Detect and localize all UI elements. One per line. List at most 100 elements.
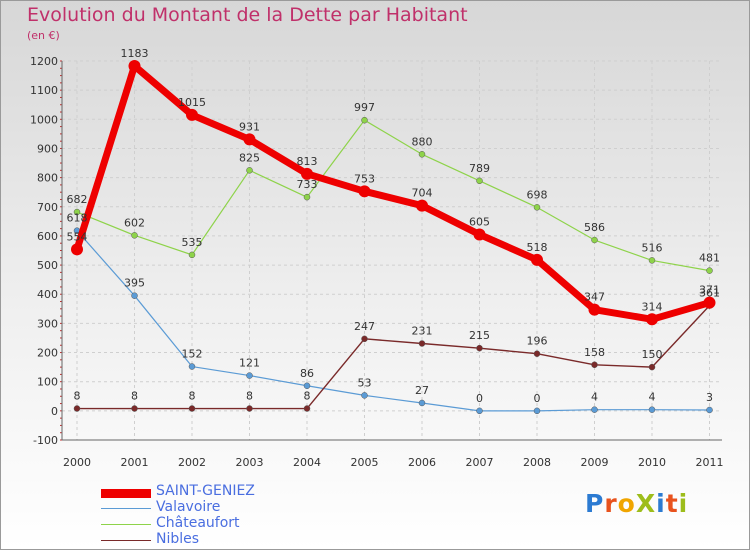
data-label: 789 — [469, 162, 490, 175]
data-point — [476, 344, 483, 352]
data-point — [648, 406, 656, 413]
data-point — [476, 177, 483, 185]
y-tick-label: 1200 — [30, 55, 58, 68]
data-label: 395 — [124, 277, 145, 290]
data-point — [418, 151, 426, 158]
data-point — [358, 185, 371, 198]
x-tick-label: 2001 — [121, 456, 149, 469]
data-label: 586 — [584, 221, 605, 234]
data-label: 347 — [584, 291, 605, 304]
data-label: 86 — [300, 367, 314, 380]
data-label: 314 — [642, 300, 663, 313]
legend-label-saint-geniez: SAINT-GENIEZ — [156, 483, 255, 499]
legend-swatch-nibles — [101, 540, 151, 541]
y-tick-label: 400 — [37, 288, 58, 301]
data-label: 682 — [67, 193, 88, 206]
y-tick-label: 500 — [37, 259, 58, 272]
data-label: 3 — [706, 391, 713, 404]
data-point — [361, 335, 368, 343]
x-tick-label: 2000 — [63, 456, 91, 469]
x-tick-label: 2005 — [351, 456, 379, 469]
data-point — [531, 253, 543, 266]
data-label: 158 — [584, 346, 605, 359]
data-label: 150 — [642, 348, 663, 361]
series-line-3 — [77, 305, 711, 410]
data-label: 0 — [534, 392, 541, 405]
data-label: 997 — [354, 101, 375, 114]
data-point — [648, 363, 656, 371]
data-point — [533, 204, 541, 211]
x-tick-label: 2011 — [696, 456, 724, 469]
data-point — [588, 303, 601, 316]
data-label: 813 — [297, 155, 318, 168]
legend-label-chateaufort: Châteaufort — [156, 515, 240, 531]
data-point — [648, 257, 656, 264]
y-tick-label: -100 — [33, 434, 58, 447]
data-point — [131, 405, 138, 412]
x-tick-label: 2002 — [178, 456, 206, 469]
y-tick-label: 1000 — [30, 113, 58, 126]
data-label: 152 — [182, 348, 203, 361]
data-label: 8 — [189, 390, 196, 403]
x-tick-label: 2010 — [638, 456, 666, 469]
y-tick-label: 100 — [37, 376, 58, 389]
x-tick-label: 2009 — [581, 456, 609, 469]
data-point — [591, 406, 598, 413]
y-tick-label: 700 — [37, 201, 58, 214]
data-point — [473, 228, 486, 241]
data-label: 0 — [476, 392, 483, 405]
data-label: 215 — [469, 329, 490, 342]
legend-swatch-chateaufort — [101, 524, 151, 525]
series-line-0 — [73, 62, 711, 323]
data-label: 605 — [469, 215, 490, 228]
data-label: 247 — [354, 320, 375, 333]
y-tick-label: 900 — [37, 142, 58, 155]
data-point — [533, 407, 541, 415]
data-point — [71, 243, 83, 256]
x-tick-label: 2008 — [523, 456, 551, 469]
data-point — [476, 407, 483, 415]
data-point — [646, 313, 658, 326]
x-tick-label: 2003 — [236, 456, 264, 469]
legend-swatch-valavoire — [101, 508, 151, 509]
data-label: 1015 — [178, 96, 206, 109]
data-label: 535 — [182, 236, 203, 249]
data-label: 121 — [239, 357, 260, 370]
data-label: 481 — [699, 252, 720, 265]
legend-swatch-saint-geniez — [101, 489, 151, 498]
data-label: 8 — [74, 390, 81, 403]
data-label: 518 — [527, 241, 548, 254]
data-point — [188, 363, 196, 370]
data-label: 618 — [67, 212, 88, 225]
data-label: 27 — [415, 384, 429, 397]
y-tick-label: 1100 — [30, 84, 58, 97]
data-point — [418, 399, 426, 407]
data-label: 8 — [246, 390, 253, 403]
data-label: 8 — [131, 390, 138, 403]
data-point — [128, 59, 141, 72]
proxiti-logo: ProXiti — [585, 489, 689, 518]
data-point — [303, 405, 311, 412]
data-label: 931 — [239, 120, 260, 133]
data-point — [416, 199, 428, 212]
series-line-2 — [76, 119, 710, 272]
data-point — [243, 133, 256, 146]
data-label: 4 — [591, 391, 598, 404]
data-point — [188, 405, 196, 412]
data-point — [131, 292, 138, 299]
x-tick-label: 2007 — [466, 456, 494, 469]
legend-label-valavoire: Valavoire — [156, 499, 221, 515]
data-label: 753 — [354, 172, 375, 185]
data-label: 698 — [527, 188, 548, 201]
data-label: 196 — [527, 335, 548, 348]
data-point — [418, 340, 426, 347]
data-label: 825 — [239, 151, 260, 164]
series-line-1 — [76, 230, 710, 412]
data-point — [706, 406, 713, 414]
x-tick-label: 2004 — [293, 456, 321, 469]
data-point — [706, 267, 713, 274]
y-tick-label: 300 — [37, 317, 58, 330]
data-point — [73, 405, 81, 412]
